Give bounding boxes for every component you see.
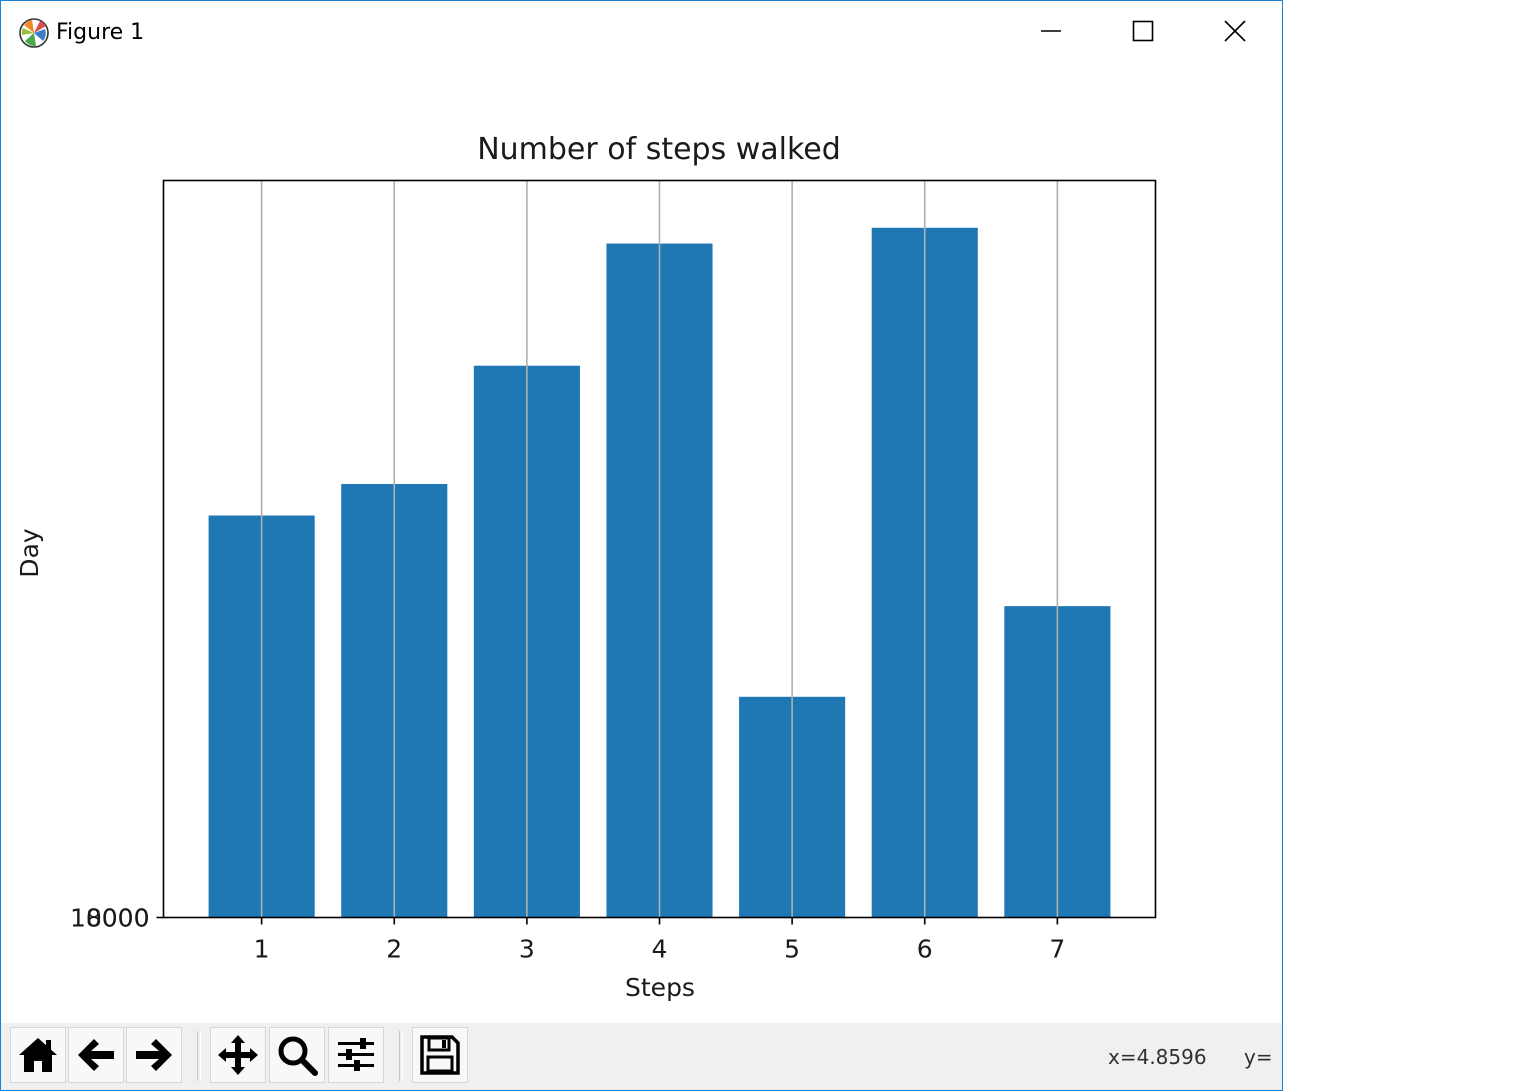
close-icon bbox=[1224, 20, 1246, 42]
pan-button[interactable] bbox=[210, 1027, 266, 1083]
figure-window: Figure 1 Number of steps walked 1 2 3 4 5 6 7 bbox=[0, 0, 1283, 1091]
x-axis-label: Steps bbox=[625, 973, 695, 1002]
forward-button[interactable] bbox=[126, 1027, 182, 1083]
cursor-y-readout: y= bbox=[1244, 1045, 1273, 1069]
matplotlib-icon bbox=[18, 17, 50, 49]
window-title: Figure 1 bbox=[56, 20, 145, 45]
home-icon bbox=[19, 1038, 57, 1072]
toolbar-separator bbox=[399, 1031, 403, 1081]
figure-canvas[interactable]: Number of steps walked 1 2 3 4 5 6 7 10000 8000… bbox=[1, 63, 1282, 1021]
x-tick-label: 5 bbox=[784, 935, 800, 964]
x-tick-label: 3 bbox=[519, 935, 535, 964]
home-button[interactable] bbox=[10, 1027, 66, 1083]
x-ticks: 1 2 3 4 5 6 7 bbox=[254, 917, 1065, 964]
cursor-x-readout: x=4.8596 bbox=[1108, 1045, 1207, 1069]
minimize-icon bbox=[1041, 30, 1061, 32]
title-bar[interactable]: Figure 1 bbox=[1, 1, 1282, 63]
x-tick-label: 7 bbox=[1049, 935, 1065, 964]
y-tick-label: 10000 bbox=[70, 904, 150, 933]
configure-subplots-button[interactable] bbox=[328, 1027, 384, 1083]
x-tick-label: 6 bbox=[917, 935, 933, 964]
x-tick-label: 1 bbox=[254, 935, 270, 964]
x-tick-label: 2 bbox=[386, 935, 402, 964]
minimize-button[interactable] bbox=[1005, 1, 1097, 61]
arrow-left-icon bbox=[78, 1039, 114, 1071]
maximize-icon bbox=[1132, 20, 1154, 42]
grid-layer bbox=[260, 180, 1059, 918]
arrow-right-icon bbox=[136, 1039, 172, 1071]
x-tick-label: 4 bbox=[652, 935, 668, 964]
back-button[interactable] bbox=[68, 1027, 124, 1083]
maximize-button[interactable] bbox=[1097, 1, 1189, 61]
zoom-button[interactable] bbox=[269, 1027, 325, 1083]
close-button[interactable] bbox=[1189, 1, 1281, 61]
chart-title: Number of steps walked bbox=[477, 132, 841, 167]
y-axis-label: Day bbox=[15, 528, 44, 578]
toolbar-separator bbox=[197, 1031, 201, 1081]
bar-chart: Number of steps walked 1 2 3 4 5 6 7 100008000… bbox=[15, 132, 1157, 1002]
sliders-icon bbox=[338, 1038, 374, 1071]
save-button[interactable] bbox=[412, 1027, 468, 1083]
floppy-disk-icon bbox=[420, 1035, 460, 1075]
y-tick-label: 8000 bbox=[86, 904, 150, 933]
move-icon bbox=[218, 1035, 258, 1075]
magnifier-icon bbox=[278, 1036, 318, 1076]
navigation-toolbar: x=4.8596 y= bbox=[1, 1023, 1282, 1090]
